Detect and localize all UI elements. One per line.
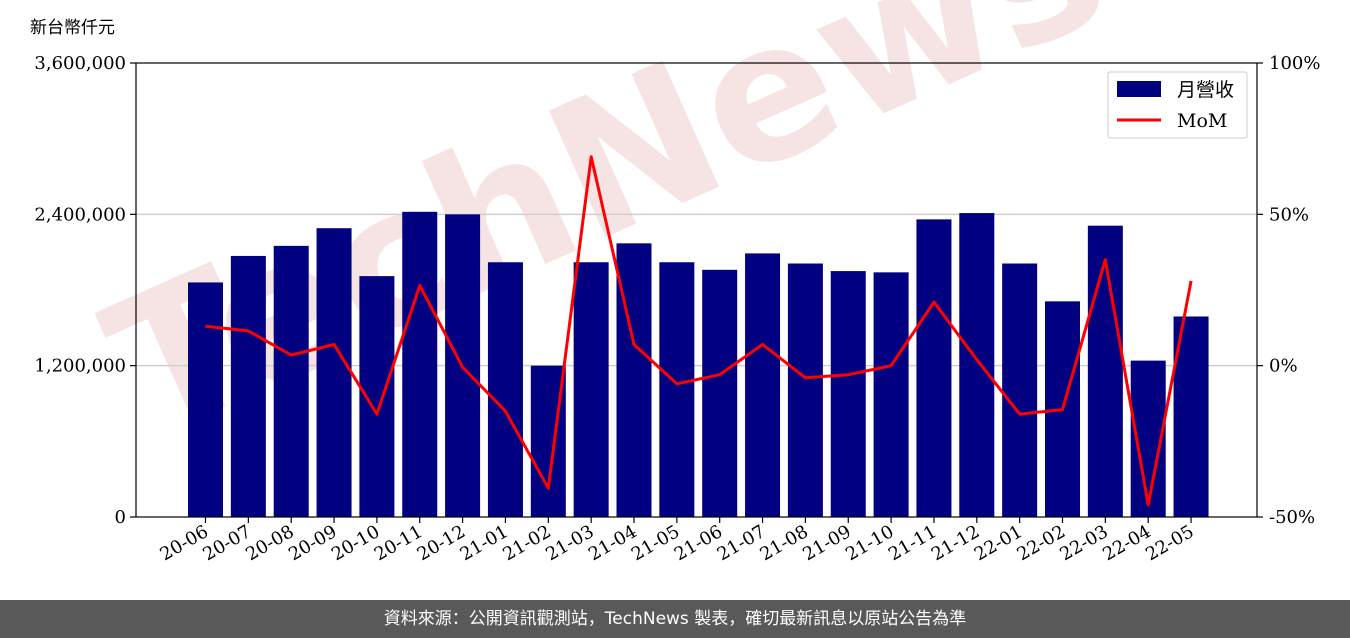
left-tick-label: 3,600,000	[34, 53, 126, 74]
x-tick-label: 21-06	[671, 521, 726, 565]
bar	[230, 255, 266, 517]
bar	[316, 228, 352, 517]
x-tick-label: 21-10	[842, 521, 897, 565]
right-axis: -50% 0% 50% 100%	[1257, 53, 1320, 528]
bar	[745, 253, 781, 517]
x-tick-label: 21-09	[799, 521, 854, 565]
y-unit-label: 新台幣仟元	[30, 18, 115, 38]
left-tick-label: 0	[115, 507, 126, 528]
x-tick-label: 20-06	[157, 521, 212, 565]
x-tick-label: 20-08	[242, 521, 297, 565]
bar	[916, 219, 952, 517]
bar	[830, 271, 866, 517]
left-axis: 0 1,200,000 2,400,000 3,600,000	[34, 53, 136, 528]
bar	[188, 282, 223, 517]
x-tick-label: 22-04	[1099, 521, 1154, 565]
right-tick-label: -50%	[1269, 507, 1315, 528]
bar	[959, 213, 995, 518]
left-tick-label: 1,200,000	[34, 356, 126, 377]
x-axis: 20-0620-0720-0820-0920-1020-1120-1221-01…	[157, 517, 1198, 565]
x-tick-label: 21-04	[585, 521, 640, 565]
x-tick-label: 20-10	[328, 521, 383, 565]
footer-source: 資料來源：公開資訊觀測站，TechNews 製表，確切最新訊息以原站公告為準	[0, 600, 1350, 638]
right-tick-label: 50%	[1269, 204, 1309, 225]
bar	[402, 211, 438, 518]
x-tick-label: 20-09	[285, 521, 340, 565]
legend-label-revenue: 月營收	[1177, 79, 1234, 101]
bar-series	[188, 211, 1209, 518]
x-tick-label: 21-08	[756, 521, 811, 565]
bar	[659, 262, 695, 517]
x-tick-label: 20-07	[199, 521, 254, 565]
x-tick-label: 22-03	[1056, 521, 1111, 565]
legend-swatch-bar	[1117, 81, 1161, 97]
bar	[873, 272, 909, 517]
plot-frame	[135, 62, 1258, 518]
left-tick-label: 2,400,000	[34, 204, 126, 225]
right-tick-label: 100%	[1269, 53, 1320, 74]
legend: 月營收 MoM	[1107, 71, 1248, 139]
x-tick-label: 21-05	[628, 521, 683, 565]
mom-line	[205, 155, 1193, 507]
x-tick-label: 22-05	[1142, 521, 1197, 565]
bar	[1087, 225, 1123, 517]
bar	[787, 263, 823, 517]
x-tick-label: 20-12	[414, 521, 469, 565]
x-tick-label: 22-01	[971, 521, 1026, 565]
x-tick-label: 21-07	[714, 521, 769, 565]
x-tick-label: 22-02	[1014, 521, 1069, 565]
bar	[1002, 263, 1038, 517]
x-tick-label: 21-11	[885, 521, 940, 565]
bar	[573, 262, 609, 517]
x-tick-label: 21-03	[542, 521, 597, 565]
x-tick-label: 21-12	[928, 521, 983, 565]
right-tick-label: 0%	[1269, 356, 1298, 377]
bar	[273, 245, 309, 517]
bar	[702, 269, 738, 517]
x-tick-label: 20-11	[371, 521, 426, 565]
x-tick-label: 21-02	[499, 521, 554, 565]
bar	[487, 262, 523, 517]
x-tick-label: 21-01	[457, 521, 512, 565]
legend-label-mom: MoM	[1177, 110, 1227, 132]
